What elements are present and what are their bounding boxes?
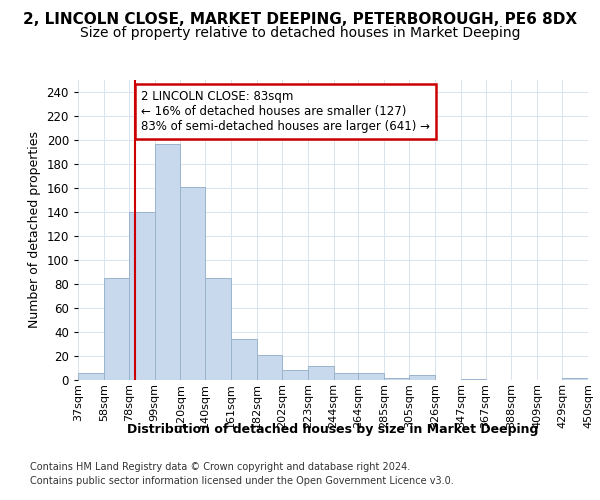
Text: 2, LINCOLN CLOSE, MARKET DEEPING, PETERBOROUGH, PE6 8DX: 2, LINCOLN CLOSE, MARKET DEEPING, PETERB… bbox=[23, 12, 577, 28]
Bar bbox=[562, 378, 588, 380]
Bar bbox=[282, 370, 308, 380]
Bar bbox=[231, 339, 257, 380]
Y-axis label: Number of detached properties: Number of detached properties bbox=[28, 132, 41, 328]
Bar bbox=[205, 278, 231, 380]
Bar bbox=[334, 373, 358, 380]
Bar bbox=[104, 278, 128, 380]
Text: Distribution of detached houses by size in Market Deeping: Distribution of detached houses by size … bbox=[127, 422, 539, 436]
Bar bbox=[78, 373, 104, 380]
Bar bbox=[461, 379, 485, 380]
Bar bbox=[128, 212, 155, 380]
Bar bbox=[257, 355, 282, 380]
Text: Contains public sector information licensed under the Open Government Licence v3: Contains public sector information licen… bbox=[30, 476, 454, 486]
Bar bbox=[358, 373, 384, 380]
Text: Contains HM Land Registry data © Crown copyright and database right 2024.: Contains HM Land Registry data © Crown c… bbox=[30, 462, 410, 472]
Bar bbox=[384, 378, 409, 380]
Bar bbox=[409, 375, 435, 380]
Bar bbox=[308, 366, 334, 380]
Bar bbox=[181, 187, 205, 380]
Bar bbox=[155, 144, 181, 380]
Text: 2 LINCOLN CLOSE: 83sqm
← 16% of detached houses are smaller (127)
83% of semi-de: 2 LINCOLN CLOSE: 83sqm ← 16% of detached… bbox=[141, 90, 430, 132]
Text: Size of property relative to detached houses in Market Deeping: Size of property relative to detached ho… bbox=[80, 26, 520, 40]
